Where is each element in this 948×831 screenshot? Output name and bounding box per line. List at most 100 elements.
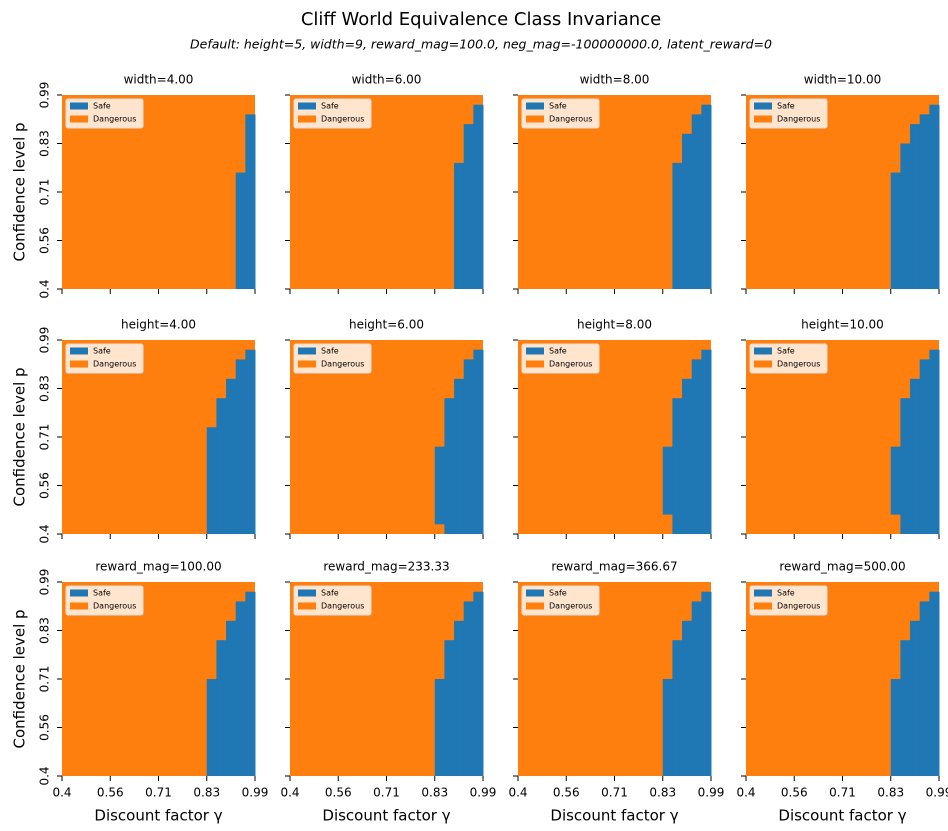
safe-cell [890, 679, 901, 776]
safe-cell [900, 398, 911, 534]
safe-cell [890, 172, 901, 289]
legend-swatch [70, 102, 88, 110]
safe-cell [444, 640, 455, 776]
legend-label: Safe [93, 102, 111, 111]
x-tick-label: 0.83 [421, 786, 448, 800]
legend: Safe Dangerous [65, 343, 144, 374]
legend: Safe Dangerous [65, 585, 144, 616]
safe-cell [900, 640, 911, 776]
legend-swatch [754, 602, 772, 610]
x-tick-label: 0.99 [698, 786, 725, 800]
safe-cell [929, 591, 940, 776]
safe-cell [910, 378, 921, 534]
x-axis-label: Discount factor γ [778, 807, 906, 825]
x-tick-label: 0.83 [193, 786, 220, 800]
safe-cell [434, 446, 445, 525]
legend-label: Safe [321, 102, 339, 111]
legend-swatch [298, 589, 316, 597]
safe-cell [235, 359, 246, 534]
y-tick-label: 0.71 [38, 666, 52, 693]
legend-swatch [298, 115, 316, 123]
y-tick-label: 0.4 [38, 766, 52, 785]
legend: Safe Dangerous [65, 98, 144, 129]
safe-cell [919, 601, 930, 776]
legend-label: Dangerous [549, 115, 592, 124]
y-tick-label: 0.56 [38, 714, 52, 741]
x-tick-label: 0.56 [553, 786, 580, 800]
safe-cell [682, 620, 693, 776]
legend: Safe Dangerous [521, 585, 600, 616]
safe-cell [662, 446, 673, 515]
subplot-title: height=8.00 [577, 318, 652, 332]
safe-cell [672, 162, 683, 289]
safe-cell [444, 398, 455, 534]
legend-swatch [526, 347, 544, 355]
subplot-title: reward_mag=366.67 [551, 560, 677, 574]
legend: Safe Dangerous [293, 585, 372, 616]
legend-label: Dangerous [321, 115, 364, 124]
x-tick-label: 0.4 [736, 786, 755, 800]
safe-cell [682, 378, 693, 534]
safe-cell [454, 162, 465, 289]
safe-cell [473, 591, 484, 776]
safe-cell [434, 679, 445, 776]
legend-swatch [298, 602, 316, 610]
safe-cell [691, 114, 702, 290]
legend-label: Dangerous [321, 360, 364, 369]
figure-title: Cliff World Equivalence Class Invariance [301, 9, 661, 30]
legend-swatch [754, 102, 772, 110]
safe-cell [929, 349, 940, 534]
legend-swatch [70, 602, 88, 610]
subplot-title: height=10.00 [801, 318, 884, 332]
subplot-title: width=4.00 [124, 73, 194, 87]
legend-swatch [298, 102, 316, 110]
safe-cell [701, 591, 712, 776]
x-tick-label: 0.99 [470, 786, 497, 800]
x-tick-label: 0.83 [649, 786, 676, 800]
x-tick-label: 0.4 [280, 786, 299, 800]
legend-label: Safe [93, 347, 111, 356]
legend-swatch [754, 360, 772, 368]
subplot-title: reward_mag=500.00 [779, 560, 905, 574]
legend-label: Dangerous [777, 115, 820, 124]
safe-cell [245, 349, 256, 534]
y-tick-label: 0.56 [38, 227, 52, 254]
safe-cell [463, 359, 474, 534]
legend-swatch [526, 602, 544, 610]
legend-label: Dangerous [93, 115, 136, 124]
safe-cell [463, 601, 474, 776]
legend-label: Dangerous [549, 602, 592, 611]
legend-swatch [754, 589, 772, 597]
subplot-title: reward_mag=100.00 [95, 560, 221, 574]
y-tick-label: 0.56 [38, 472, 52, 499]
x-tick-label: 0.71 [145, 786, 172, 800]
y-tick-label: 0.71 [38, 424, 52, 451]
x-tick-label: 0.99 [242, 786, 269, 800]
y-axis-label: Confidence level p [11, 609, 29, 748]
safe-cell [691, 601, 702, 776]
subplot-title: width=10.00 [804, 73, 881, 87]
safe-cell [672, 398, 683, 534]
legend-swatch [526, 589, 544, 597]
legend-swatch [298, 347, 316, 355]
safe-cell [454, 620, 465, 776]
legend: Safe Dangerous [293, 343, 372, 374]
safe-cell [463, 124, 474, 289]
legend: Safe Dangerous [521, 98, 600, 129]
x-tick-label: 0.56 [97, 786, 124, 800]
legend-label: Safe [777, 102, 795, 111]
safe-cell [682, 133, 693, 289]
safe-cell [216, 640, 227, 776]
safe-cell [910, 620, 921, 776]
safe-cell [701, 104, 712, 289]
legend-swatch [526, 115, 544, 123]
legend-swatch [754, 115, 772, 123]
figure-subtitle: Default: height=5, width=9, reward_mag=1… [190, 37, 772, 52]
x-axis-label: Discount factor γ [550, 807, 678, 825]
x-tick-label: 0.99 [926, 786, 948, 800]
subplot-title: width=8.00 [580, 73, 650, 87]
safe-cell [226, 620, 237, 776]
y-tick-label: 0.83 [38, 130, 52, 157]
legend-label: Dangerous [777, 602, 820, 611]
x-tick-label: 0.4 [508, 786, 527, 800]
